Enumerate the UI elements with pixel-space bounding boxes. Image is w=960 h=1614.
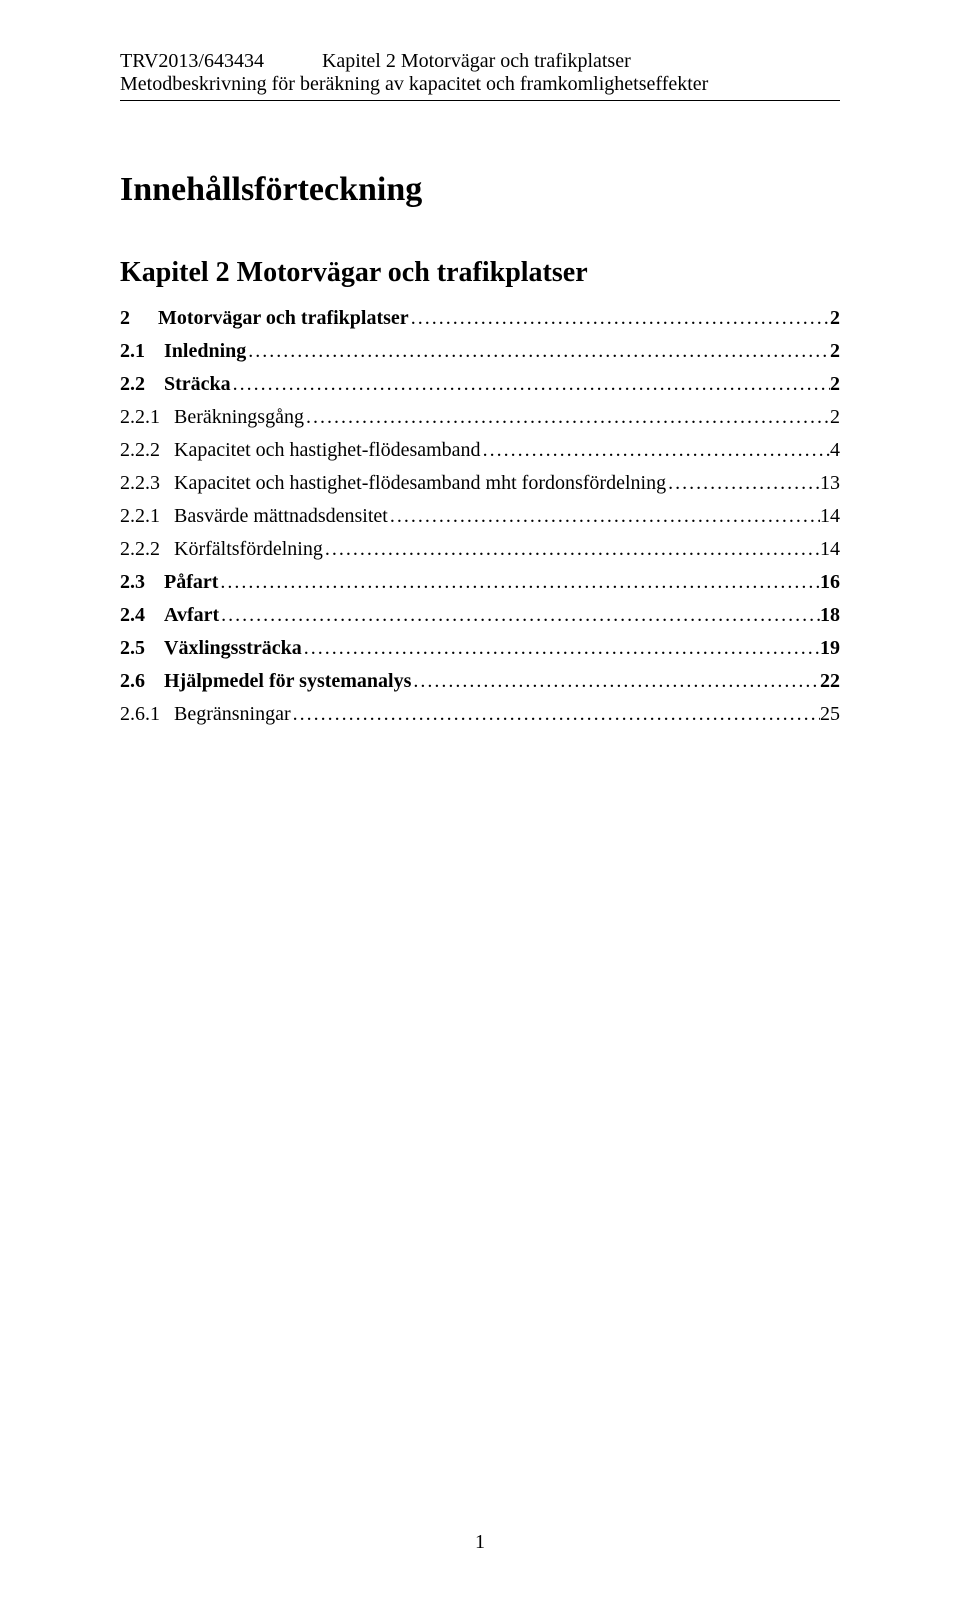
toc-entry-number: 2.6 (120, 670, 164, 693)
toc-entry-number: 2.6.1 (120, 703, 174, 726)
toc-entry-text: Påfart (164, 571, 218, 594)
toc-entry-page: 2 (830, 340, 840, 363)
toc-entry-text: Basvärde mättnadsdensitet (174, 505, 388, 528)
toc-entry-text: Växlingssträcka (164, 637, 302, 660)
toc-chapter-heading: Kapitel 2 Motorvägar och trafikplatser (120, 257, 840, 289)
toc-entry-number: 2.2 (120, 373, 164, 396)
toc-entry-number: 2.2.3 (120, 472, 174, 495)
toc-entry-page: 25 (820, 703, 840, 726)
toc-entry-text: Hjälpmedel för systemanalys (164, 670, 411, 693)
toc-dot-leader: ........................................… (231, 373, 830, 396)
toc-entry: 2.1Inledning............................… (120, 340, 840, 363)
toc-entry-text: Sträcka (164, 373, 231, 396)
toc-dot-leader: ........................................… (481, 439, 830, 462)
toc-dot-leader: ........................................… (291, 703, 820, 726)
toc-entry-number: 2.4 (120, 604, 164, 627)
toc-entry-text: Beräkningsgång (174, 406, 304, 429)
page-header: TRV2013/643434 Kapitel 2 Motorvägar och … (120, 50, 840, 101)
toc-entry: 2.2.2Körfältsfördelning.................… (120, 538, 840, 561)
toc-entry: 2.6.1Begränsningar......................… (120, 703, 840, 726)
toc-entry: 2.2.2Kapacitet och hastighet-flödesamban… (120, 439, 840, 462)
toc-dot-leader: ........................................… (323, 538, 820, 561)
toc-entry-number: 2.1 (120, 340, 164, 363)
toc-entry-text: Kapacitet och hastighet-flödesamband (174, 439, 481, 462)
toc-list: 2Motorvägar och trafikplatser...........… (120, 307, 840, 726)
toc-entry-page: 13 (820, 472, 840, 495)
toc-entry-page: 19 (820, 637, 840, 660)
toc-entry-number: 2.2.2 (120, 538, 174, 561)
toc-entry: 2.4Avfart...............................… (120, 604, 840, 627)
page-number: 1 (0, 1531, 960, 1554)
toc-entry-text: Körfältsfördelning (174, 538, 323, 561)
toc-entry: 2Motorvägar och trafikplatser...........… (120, 307, 840, 330)
toc-entry-number: 2.2.1 (120, 406, 174, 429)
toc-entry-page: 2 (830, 373, 840, 396)
document-id: TRV2013/643434 (120, 50, 264, 73)
toc-entry-page: 2 (830, 406, 840, 429)
toc-dot-leader: ........................................… (388, 505, 820, 528)
toc-dot-leader: ........................................… (218, 571, 820, 594)
document-page: TRV2013/643434 Kapitel 2 Motorvägar och … (0, 0, 960, 776)
toc-dot-leader: ........................................… (666, 472, 820, 495)
toc-entry-text: Begränsningar (174, 703, 291, 726)
toc-entry: 2.2.1Basvärde mättnadsdensitet..........… (120, 505, 840, 528)
toc-entry-text: Avfart (164, 604, 219, 627)
toc-entry-number: 2.2.2 (120, 439, 174, 462)
header-line-1: TRV2013/643434 Kapitel 2 Motorvägar och … (120, 50, 840, 73)
toc-entry-page: 18 (820, 604, 840, 627)
toc-entry: 2.2.3Kapacitet och hastighet-flödesamban… (120, 472, 840, 495)
toc-entry: 2.2Sträcka..............................… (120, 373, 840, 396)
toc-entry: 2.6Hjälpmedel för systemanalys..........… (120, 670, 840, 693)
toc-entry-page: 14 (820, 538, 840, 561)
toc-dot-leader: ........................................… (302, 637, 820, 660)
toc-entry: 2.3Påfart...............................… (120, 571, 840, 594)
toc-heading: Innehållsförteckning (120, 171, 840, 209)
toc-entry-number: 2.3 (120, 571, 164, 594)
toc-entry-number: 2.5 (120, 637, 164, 660)
toc-entry: 2.5Växlingssträcka......................… (120, 637, 840, 660)
toc-entry-page: 2 (830, 307, 840, 330)
toc-dot-leader: ........................................… (304, 406, 830, 429)
header-chapter-title: Kapitel 2 Motorvägar och trafikplatser (322, 50, 631, 73)
toc-entry-page: 14 (820, 505, 840, 528)
toc-entry-number: 2.2.1 (120, 505, 174, 528)
toc-entry-page: 22 (820, 670, 840, 693)
toc-dot-leader: ........................................… (409, 307, 830, 330)
toc-entry-page: 4 (830, 439, 840, 462)
toc-entry-text: Inledning (164, 340, 246, 363)
toc-dot-leader: ........................................… (246, 340, 830, 363)
toc-entry: 2.2.1Beräkningsgång.....................… (120, 406, 840, 429)
toc-entry-page: 16 (820, 571, 840, 594)
toc-entry-number: 2 (120, 307, 158, 330)
toc-entry-text: Kapacitet och hastighet-flödesamband mht… (174, 472, 666, 495)
toc-entry-text: Motorvägar och trafikplatser (158, 307, 409, 330)
toc-dot-leader: ........................................… (411, 670, 820, 693)
header-subtitle: Metodbeskrivning för beräkning av kapaci… (120, 73, 840, 96)
toc-dot-leader: ........................................… (219, 604, 820, 627)
